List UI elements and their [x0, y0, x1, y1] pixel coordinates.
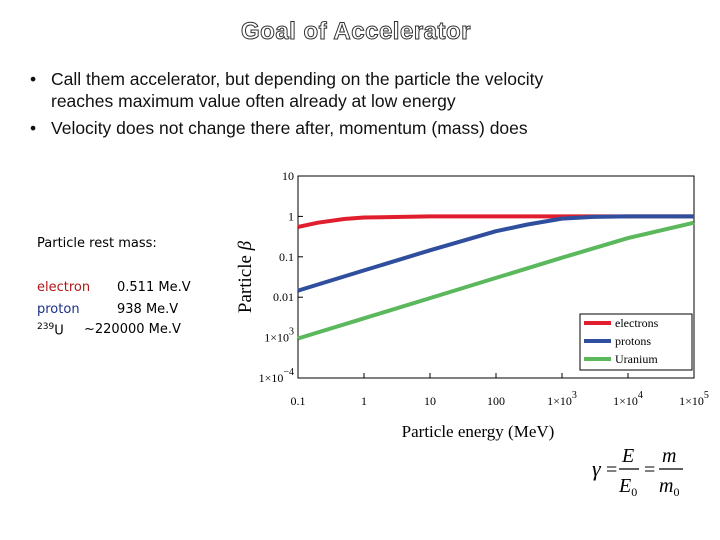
legend-label: electrons [615, 316, 659, 330]
bullet-line: Call them accelerator, but depending on … [51, 69, 544, 89]
rest-mass-heading: Particle rest mass: [37, 236, 157, 251]
x-tick-label: 1×105 [679, 390, 709, 408]
bullet-list: • Call them accelerator, but depending o… [30, 68, 700, 144]
bullet-item: • Call them accelerator, but depending o… [30, 68, 700, 112]
x-tick-label: 100 [487, 394, 505, 408]
bullet-marker: • [30, 118, 37, 138]
formula-numerator: E [621, 445, 634, 467]
y-tick-label: 1×10−4 [259, 367, 294, 385]
x-tick-label: 1 [361, 394, 367, 408]
bullet-line: reaches maximum value often already at l… [51, 91, 456, 111]
formula-equals: = [644, 459, 655, 481]
x-tick-label: 10 [424, 394, 436, 408]
y-tick-label: 0.01 [273, 290, 294, 304]
y-tick-label: 1×103 [264, 327, 294, 345]
x-tick-label: 0.1 [291, 394, 306, 408]
series-line-electrons [297, 214, 694, 229]
rest-mass-value: 0.511 Me.V [117, 280, 191, 295]
page-title: Goal of Accelerator [240, 18, 471, 46]
formula-equals: = [606, 459, 617, 481]
formula-denominator: E0 [618, 475, 637, 499]
legend-label: protons [615, 334, 651, 348]
y-tick-label: 10 [282, 169, 294, 183]
series-line-uranium [297, 220, 695, 341]
bullet-line: Velocity does not change there after, mo… [51, 118, 528, 138]
x-axis-label: Particle energy (MeV) [402, 422, 555, 441]
particle-name: proton [37, 302, 80, 317]
particle-name: electron [37, 280, 91, 295]
formula-numerator: m [662, 445, 676, 467]
y-axis-label: Particle β [235, 240, 256, 313]
rest-mass-value: ~220000 Me.V [84, 322, 181, 337]
particle-name: 239U [37, 322, 64, 339]
series-line-protons [297, 214, 694, 293]
x-tick-label: 1×103 [547, 390, 577, 408]
legend-label: Uranium [615, 352, 658, 366]
bullet-item: • Velocity does not change there after, … [30, 117, 700, 139]
formula-denominator: m0 [659, 475, 679, 499]
y-tick-label: 1 [288, 209, 294, 223]
y-tick-label: 0.1 [279, 250, 294, 264]
isotope-number: 239 [37, 322, 55, 332]
x-tick-label: 1×104 [613, 390, 643, 408]
lorentz-formula: γ = E E0 = m m0 [592, 445, 683, 499]
bullet-marker: • [30, 69, 37, 89]
rest-mass-value: 938 Me.V [117, 302, 179, 317]
formula-gamma: γ [592, 456, 602, 481]
